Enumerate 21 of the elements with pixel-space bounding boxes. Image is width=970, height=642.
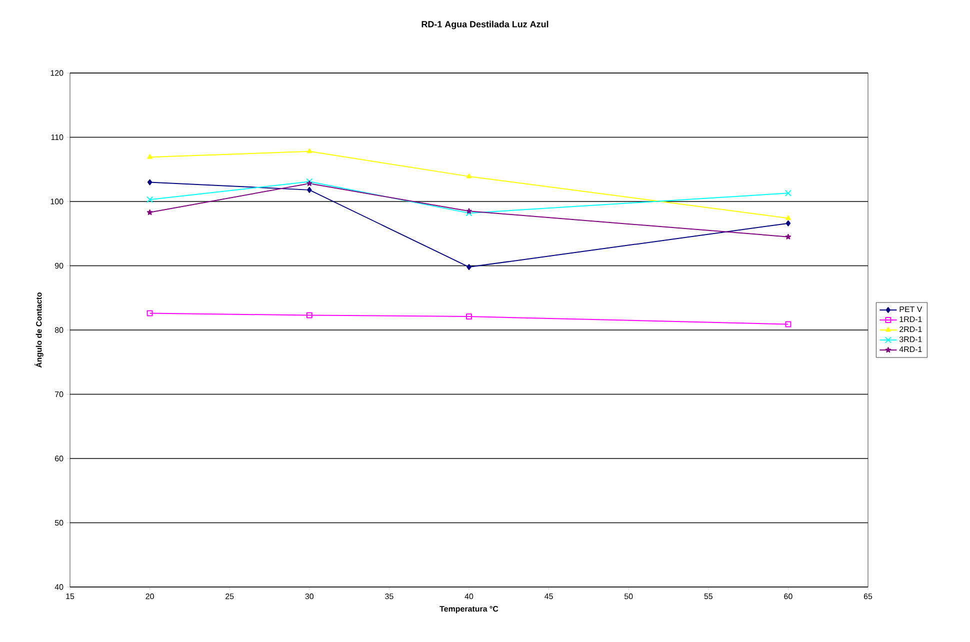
point — [147, 154, 152, 159]
point — [466, 264, 472, 270]
point — [306, 178, 313, 185]
point — [466, 208, 472, 214]
point — [307, 186, 312, 193]
point — [786, 220, 791, 226]
point — [785, 234, 792, 240]
chart-title: RD-1 Agua Destilada Luz Azul — [422, 20, 548, 30]
point — [146, 209, 153, 215]
point — [786, 215, 791, 220]
point — [785, 321, 792, 328]
point — [146, 196, 154, 203]
point — [306, 312, 312, 318]
point — [147, 179, 152, 186]
point — [306, 180, 312, 186]
point — [306, 148, 312, 154]
point — [146, 310, 153, 316]
point — [784, 190, 792, 196]
point — [466, 314, 472, 320]
point — [466, 173, 472, 178]
point — [466, 210, 472, 216]
